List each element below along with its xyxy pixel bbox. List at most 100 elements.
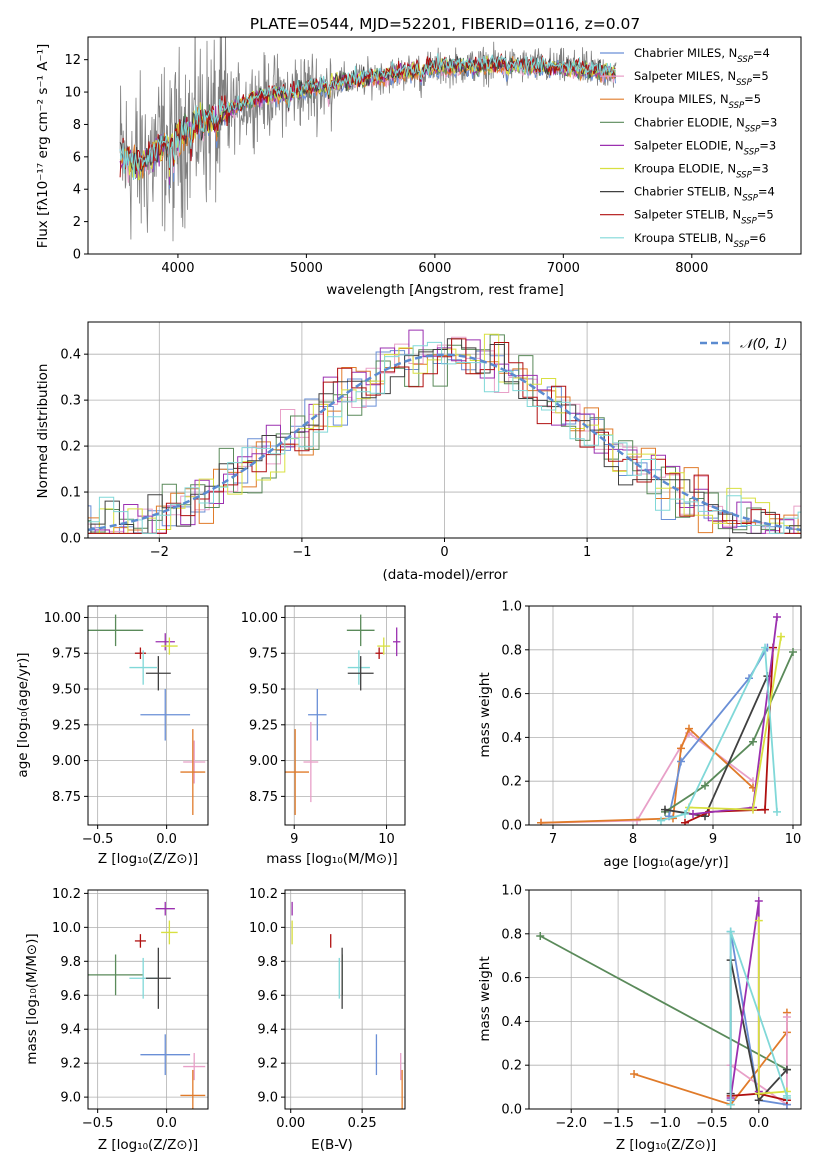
y-tick-label: 0.1	[60, 486, 81, 501]
y-tick-label: 10.0	[249, 921, 278, 936]
spectrum-title: PLATE=0544, MJD=52201, FIBERID=0116, z=0…	[250, 15, 640, 33]
legend-label: Salpeter MILES, NSSP=5	[634, 69, 769, 88]
histogram-step-line	[88, 336, 801, 534]
y-tick-label: 0.2	[501, 1059, 522, 1074]
x-tick-label: 7	[549, 832, 557, 847]
plot-content	[536, 896, 791, 1109]
axes-frame	[87, 605, 209, 826]
errorbar-point	[393, 627, 401, 657]
y-tick-label: 9.2	[257, 1057, 278, 1072]
x-tick-label: 2	[726, 545, 734, 560]
errorbar-point	[145, 656, 171, 691]
axes-frame	[528, 889, 802, 1110]
y-tick-label: 0.4	[60, 348, 81, 363]
y-tick-label: 9.6	[60, 989, 81, 1004]
plot-content	[88, 614, 206, 815]
errorbar-point	[134, 934, 146, 948]
y-tick-label: 10.00	[241, 611, 278, 626]
spectrum-plot-area: 4000 5000 6000 7000 8000 0 2 4 6 8 10 12	[64, 36, 802, 276]
errorbar-point	[377, 637, 391, 655]
series-marker	[761, 805, 769, 814]
age-vs-Z-plot-area: −0.5 0.0 8.75 9.00 9.25 9.50 9.75 10.00	[44, 605, 209, 847]
series-marker	[749, 805, 757, 814]
age-vs-mass-panel: 9 10 8.75 9.00 9.25 9.50 9.75 10.00 mass [log₁₀…	[241, 605, 406, 867]
massweight-vs-age-y-label: mass weight	[477, 672, 493, 757]
axes-frame	[284, 889, 406, 1110]
legend-label: Chabrier MILES, NSSP=4	[634, 46, 770, 65]
errorbar-point	[155, 901, 175, 916]
series-marker	[761, 643, 769, 652]
series-marker	[773, 807, 781, 816]
y-tick-label: 9.75	[249, 647, 278, 662]
series-line	[688, 636, 782, 811]
x-tick-label: −0.5	[82, 1116, 114, 1131]
series-line	[684, 647, 774, 824]
gaussian-reference-line	[88, 353, 801, 532]
y-tick-label: 8.75	[249, 790, 278, 805]
plot-content	[119, 37, 617, 242]
plot-content	[537, 612, 797, 825]
x-tick-label: 4000	[161, 261, 194, 276]
age-vs-Z-y-label: age [log₁₀(age/yr)]	[15, 652, 31, 777]
series-marker	[782, 1065, 791, 1074]
mass-vs-Z-x-label: Z [log₁₀(Z/Z⊙)]	[98, 1137, 198, 1153]
series-marker	[782, 1013, 791, 1022]
mass-vs-EBV-panel: 0.00 0.25 9.0 9.2 9.4 9.6 9.8 10.0 10.2 E(B-V)	[249, 887, 406, 1153]
y-tick-label: 8.75	[52, 790, 81, 805]
y-tick-label: 1.0	[501, 600, 522, 615]
legend-label: Chabrier ELODIE, NSSP=3	[634, 115, 777, 134]
y-tick-label: 0.6	[501, 687, 522, 702]
y-tick-label: 0.2	[60, 440, 81, 455]
errorbar-point	[183, 1052, 206, 1081]
y-tick-label: 0.8	[501, 927, 522, 942]
histogram-step-line	[88, 329, 801, 534]
series-marker	[681, 810, 689, 819]
y-tick-label: 9.8	[257, 955, 278, 970]
legend-gaussian-label: 𝒩(0, 1)	[740, 337, 787, 352]
y-tick-label: 10.00	[44, 611, 81, 626]
y-tick-label: 9.4	[60, 1023, 81, 1038]
y-tick-label: 9.6	[257, 989, 278, 1004]
x-tick-label: 0.0	[156, 832, 177, 847]
errorbar-point	[161, 637, 178, 655]
legend-label: Chabrier STELIB, NSSP=4	[634, 185, 775, 204]
series-marker	[677, 744, 685, 753]
massweight-vs-age-x-label: age [log₁₀(age/yr)]	[603, 854, 728, 870]
series-marker	[633, 816, 641, 825]
age-vs-Z-panel: −0.5 0.0 8.75 9.00 9.25 9.50 9.75 10.00 Z [log₁…	[15, 605, 209, 867]
errorbar-point	[140, 1034, 191, 1076]
residual-panel: −2 −1 0 1 2 0.0 0.1 0.2 0.3 0.4 (data-model)/erro…	[35, 321, 802, 583]
spectrum-legend: Chabrier MILES, NSSP=4 Salpeter MILES, NS…	[600, 46, 777, 250]
series-marker	[701, 781, 709, 790]
model-spectrum-line	[119, 53, 616, 181]
series-marker	[754, 896, 763, 905]
x-tick-label: 8000	[675, 261, 708, 276]
y-tick-label: 9.4	[257, 1023, 278, 1038]
plot-content	[285, 614, 401, 815]
x-tick-label: 0.00	[276, 1116, 305, 1131]
y-tick-label: 0.8	[501, 643, 522, 658]
y-tick-label: 12	[64, 53, 81, 68]
x-tick-label: −0.5	[696, 1116, 728, 1131]
x-tick-label: 8	[629, 832, 637, 847]
y-tick-label: 9.75	[52, 647, 81, 662]
series-marker	[754, 916, 763, 925]
mass-vs-EBV-x-label: E(B-V)	[311, 1137, 353, 1153]
series-marker	[777, 632, 785, 641]
errorbar-point	[140, 689, 191, 741]
series-group	[537, 724, 757, 825]
axes-frame	[528, 605, 802, 826]
errorbar-point	[346, 614, 375, 647]
y-tick-label: 9.00	[249, 754, 278, 769]
residual-y-label: Normed distribution	[35, 364, 51, 499]
axes-frame	[87, 36, 802, 255]
errorbar-point	[347, 656, 374, 691]
spectrum-y-label: Flux [fλ10⁻¹⁷ erg cm⁻² s⁻¹ A⁻¹]	[35, 44, 51, 249]
x-tick-label: −1.0	[649, 1116, 681, 1131]
y-tick-label: 10	[64, 86, 81, 101]
series-marker	[749, 737, 757, 746]
errorbar-point	[155, 633, 175, 651]
age-vs-Z-x-label: Z [log₁₀(Z/Z⊙)]	[98, 851, 198, 867]
plot-content	[291, 901, 403, 1109]
